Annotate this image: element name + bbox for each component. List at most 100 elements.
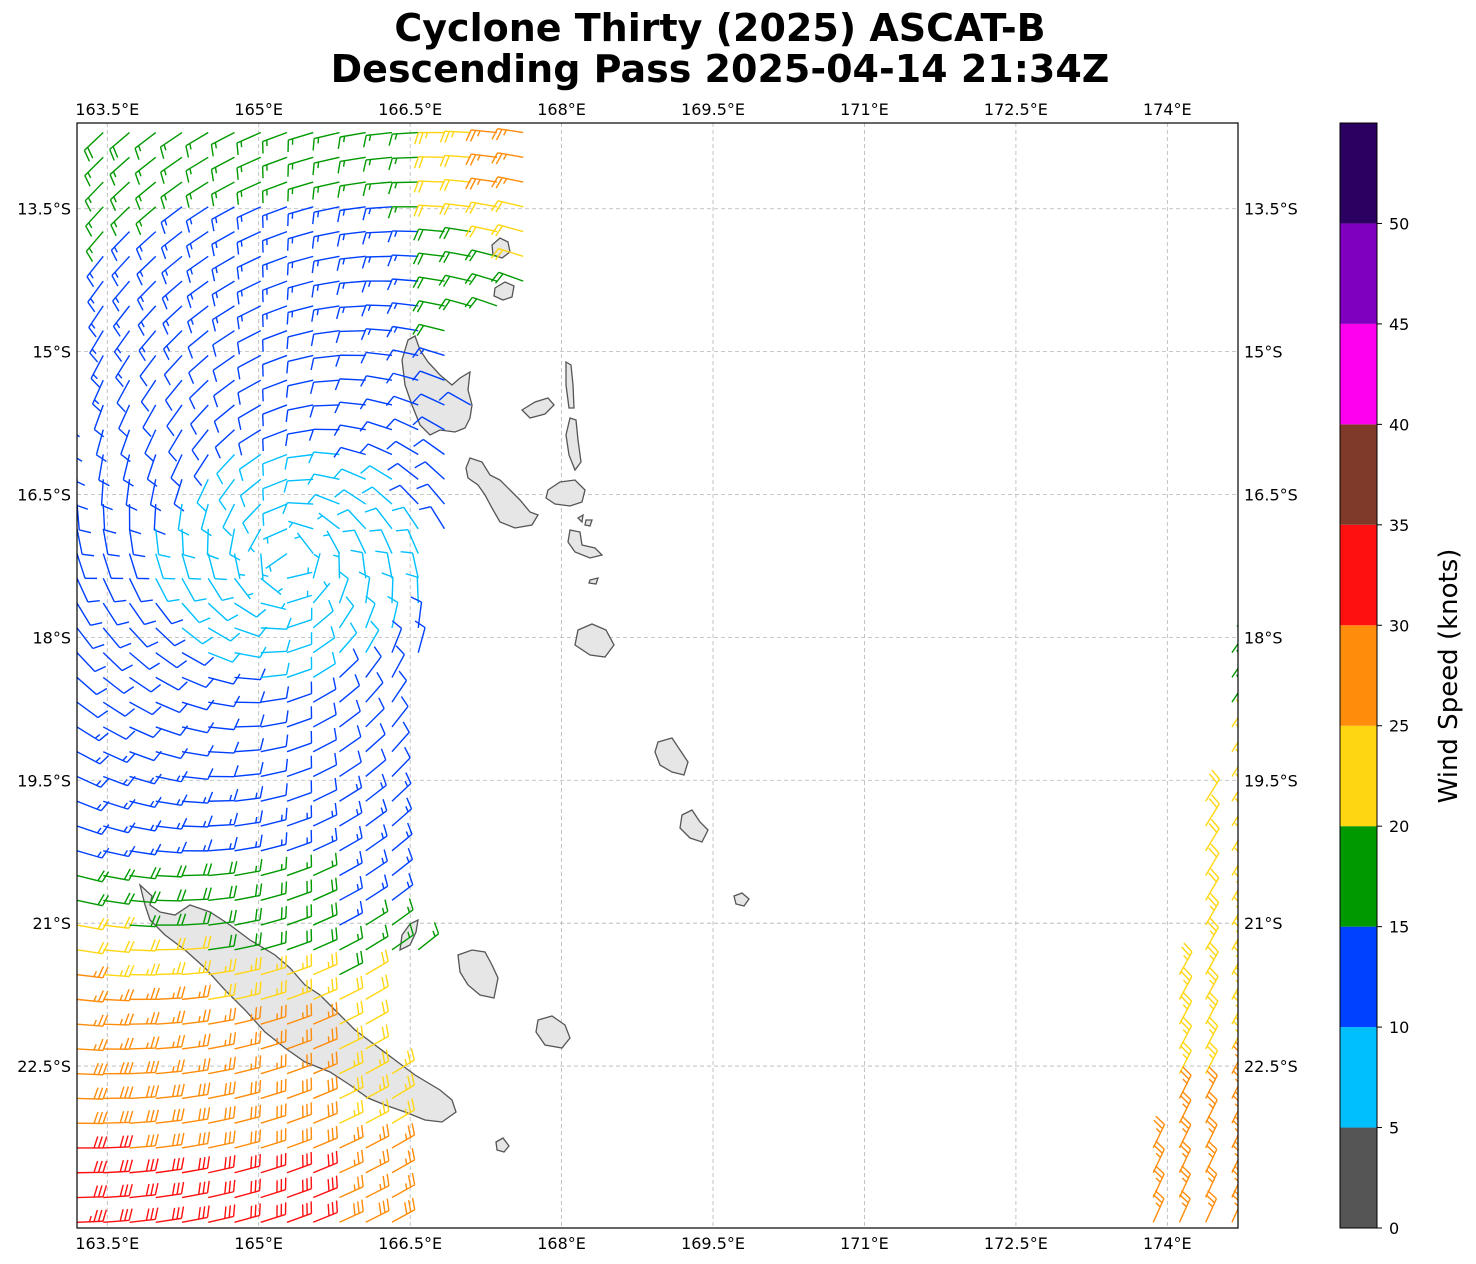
wind-barb — [386, 349, 419, 361]
wind-barb — [339, 825, 363, 852]
wind-barb — [391, 1123, 416, 1149]
wind-barb — [234, 602, 267, 618]
wind-barb — [360, 328, 393, 341]
lon-tick-label-bottom: 168°E — [537, 1234, 586, 1253]
wind-barb — [365, 1198, 390, 1223]
wind-barb — [77, 157, 78, 159]
wind-barb — [286, 1201, 313, 1223]
wind-barb — [282, 502, 314, 515]
wind-barb — [1231, 745, 1238, 777]
wind-barb — [233, 553, 246, 580]
wind-barb — [385, 418, 419, 431]
wind-barb — [236, 305, 262, 330]
wind-barb — [109, 131, 130, 161]
wind-barb — [338, 622, 358, 654]
wind-barb — [186, 305, 209, 334]
wind-barb — [261, 404, 288, 427]
wind-barb — [312, 206, 340, 225]
efate-island — [545, 479, 586, 507]
colorbar-bin — [1340, 926, 1377, 1028]
wind-barb — [164, 379, 183, 411]
wind-barb — [490, 247, 524, 261]
wind-barb — [102, 676, 135, 694]
wind-barb — [155, 627, 186, 647]
wind-barb — [412, 276, 445, 289]
wind-barb — [388, 156, 419, 171]
wind-barb — [155, 913, 187, 926]
wind-barb — [286, 978, 313, 1001]
colorbar-tick-label: 5 — [1389, 1119, 1399, 1138]
wind-barb — [312, 902, 338, 926]
wind-barb — [83, 132, 104, 162]
wind-barb — [337, 181, 366, 198]
wind-barb — [234, 883, 263, 901]
wind-barb — [213, 379, 235, 408]
lat-tick-label-left: 15°S — [32, 343, 71, 362]
wind-barb — [155, 602, 184, 625]
wind-barb — [414, 461, 445, 480]
wind-barb — [181, 791, 214, 804]
wind-barb — [310, 354, 340, 371]
wind-barb — [286, 1102, 313, 1124]
ambae-island — [520, 397, 555, 419]
wind-barb — [337, 156, 366, 174]
maewo-island — [565, 360, 575, 409]
wind-barb — [134, 156, 157, 185]
wind-barb — [310, 379, 340, 395]
lon-tick-label-top: 172.5°E — [984, 100, 1048, 119]
lon-tick-label-top: 165°E — [234, 100, 283, 119]
wind-barb — [1152, 1140, 1165, 1174]
wind-barb — [103, 964, 135, 978]
wind-barb — [1205, 992, 1219, 1025]
wind-barb — [234, 932, 262, 951]
wind-barb — [261, 230, 288, 253]
wind-barb — [181, 815, 213, 828]
wind-barb — [181, 1033, 211, 1050]
wind-barb — [260, 930, 287, 951]
wind-barb — [77, 1014, 109, 1027]
wind-barb — [260, 980, 287, 1001]
wind-barb — [102, 652, 133, 672]
wind-barb — [285, 404, 314, 423]
wind-barb — [213, 404, 235, 433]
wind-barb — [260, 734, 289, 753]
wind-barb — [391, 506, 419, 530]
wind-barb — [417, 922, 440, 951]
wind-barb — [387, 462, 419, 480]
wind-barb — [129, 1133, 159, 1149]
wind-barb — [233, 577, 254, 600]
wind-barb — [386, 325, 419, 338]
wind-barb — [286, 280, 314, 300]
wind-barb — [207, 627, 241, 642]
wind-barb — [181, 602, 211, 624]
wind-barb — [181, 1082, 211, 1100]
wind-barb — [287, 181, 314, 202]
wind-barb — [391, 670, 408, 703]
wind-barb — [234, 738, 265, 753]
wind-barb — [185, 206, 209, 233]
wind-barb — [312, 1051, 338, 1075]
wind-barb — [234, 1104, 262, 1124]
wind-barb — [365, 773, 387, 802]
wind-barb — [185, 231, 209, 258]
wind-barb — [181, 744, 214, 757]
wind-barb — [234, 981, 262, 1001]
gaua-island — [491, 237, 511, 259]
wind-barb — [286, 1176, 313, 1199]
wind-barb — [208, 909, 237, 926]
wind-barb — [103, 1208, 133, 1223]
wind-barb — [365, 799, 388, 827]
wind-barb — [129, 1182, 159, 1199]
wind-barb — [160, 181, 183, 209]
wind-barb — [247, 528, 262, 553]
wind-barb — [284, 453, 314, 470]
wind-barb — [208, 1081, 236, 1100]
wind-barb — [286, 929, 313, 951]
wind-barb — [77, 1209, 107, 1223]
wind-barb — [260, 710, 289, 728]
wind-barb — [129, 987, 160, 1001]
colorbar-tick-label: 35 — [1389, 516, 1409, 535]
wind-barb — [312, 802, 338, 827]
wind-barb — [286, 755, 313, 778]
wind-barb — [191, 429, 209, 461]
